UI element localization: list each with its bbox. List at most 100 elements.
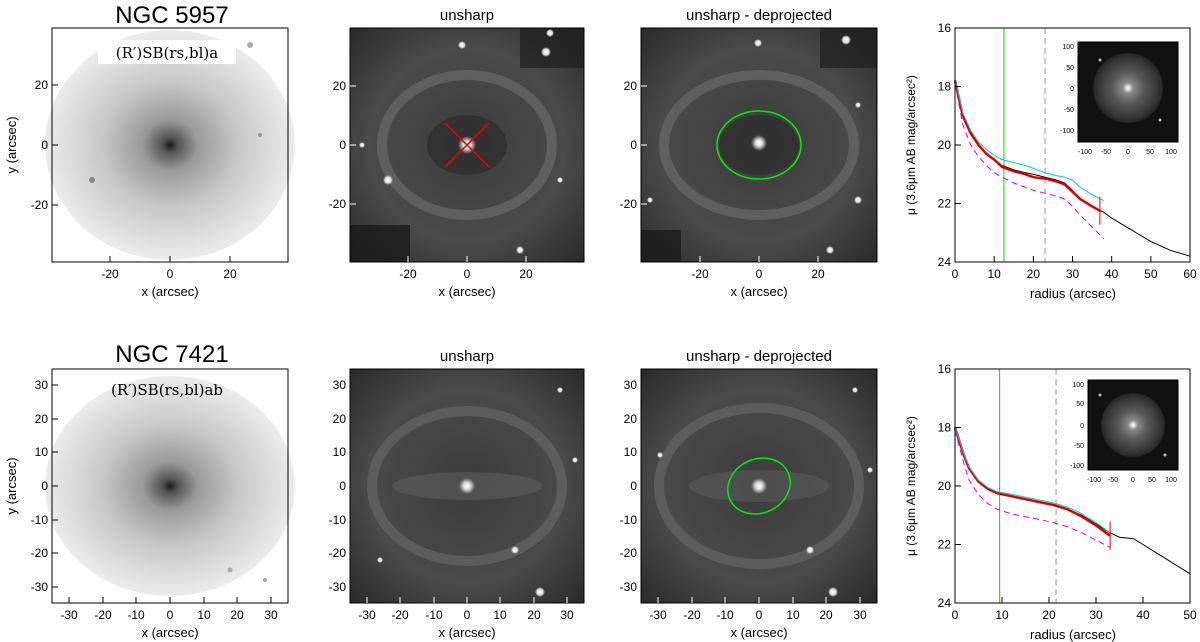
image-panel-unsharp: unsharp -20 0 20 20 0 -20 x (arcsec): [329, 7, 585, 299]
x-tick-label: 10: [987, 267, 1001, 281]
inset-tick-label: 0: [1131, 477, 1135, 484]
classification-label: (R′)SB(rs,bl)ab: [111, 381, 223, 399]
y-tick-label: -30: [329, 580, 347, 594]
inset-tick-label: 0: [1080, 423, 1084, 430]
x-tick-label: 0: [464, 608, 471, 622]
y-tick-label: 20: [35, 78, 49, 92]
y-tick-label: -10: [31, 513, 49, 527]
x-tick-label: -20: [399, 267, 417, 281]
x-tick-label: 20: [811, 267, 825, 281]
x-tick-label: 10: [197, 608, 211, 622]
y-tick-label: 16: [938, 21, 952, 35]
y-axis-label: y (arcsec): [4, 457, 19, 514]
galaxy-image: [45, 376, 295, 596]
x-tick-label: 60: [1183, 267, 1197, 281]
y-tick-label: 24: [938, 596, 952, 610]
x-tick-label: -30: [358, 608, 376, 622]
x-tick-label: 10: [786, 608, 800, 622]
x-tick-label: 10: [493, 608, 507, 622]
y-tick-label: -20: [31, 198, 49, 212]
image-panel-deprojected: unsharp - deprojected -20 0 20 20 0 -20 …: [620, 7, 878, 299]
y-tick-label: 20: [333, 79, 347, 93]
image-panel-deprojected: unsharp - deprojected -30 -20 -10 0 10 2…: [620, 348, 878, 640]
y-tick-label: -10: [329, 513, 347, 527]
y-tick-label: 20: [938, 138, 952, 152]
x-tick-label: 0: [756, 267, 763, 281]
x-tick-label: 40: [1136, 608, 1150, 622]
x-tick-label: 0: [464, 267, 471, 281]
y-tick-label: 20: [624, 79, 638, 93]
x-tick-label: 30: [1089, 608, 1103, 622]
y-tick-label: -20: [329, 546, 347, 560]
x-tick-label: -20: [101, 267, 119, 281]
y-tick-label: 0: [339, 138, 346, 152]
inset-tick-label: 100: [1072, 382, 1084, 389]
inset-tick-label: -50: [1101, 149, 1111, 156]
profile-line-magenta: [954, 430, 1111, 548]
x-tick-label: -20: [94, 608, 112, 622]
x-tick-label: -10: [127, 608, 145, 622]
galaxy-name: NGC 5957: [115, 2, 228, 29]
image-panel-grayscale: NGC 5957 (R′)SB(rs,bl)a -20 0 20 20 0 -2…: [4, 2, 295, 299]
y-tick-label: 24: [938, 255, 952, 269]
x-tick-label: -20: [391, 608, 409, 622]
image-panel-grayscale: NGC 7421 (R′)SB(rs,bl)ab -30 -20 -10 0 1…: [4, 341, 295, 640]
inset-tick-label: 50: [1076, 401, 1084, 408]
x-tick-label: 20: [527, 608, 541, 622]
x-tick-label: 20: [230, 608, 244, 622]
x-tick-label: 20: [1027, 267, 1041, 281]
x-tick-label: 0: [952, 608, 959, 622]
y-tick-label: -20: [31, 546, 49, 560]
x-axis-label: radius (arcsec): [1030, 627, 1116, 642]
x-tick-label: -20: [683, 608, 701, 622]
row-ngc5957: NGC 5957 (R′)SB(rs,bl)a -20 0 20 20 0 -2…: [4, 2, 1197, 301]
y-tick-label: 20: [35, 412, 49, 426]
ring-ellipse: [716, 110, 802, 180]
ring-ellipse: [727, 457, 791, 515]
y-tick-label: 10: [35, 445, 49, 459]
y-tick-label: 10: [624, 445, 638, 459]
row-ngc7421: NGC 7421 (R′)SB(rs,bl)ab -30 -20 -10 0 1…: [4, 341, 1197, 642]
x-tick-label: 30: [560, 608, 574, 622]
y-tick-label: 18: [938, 421, 952, 435]
x-tick-label: 30: [853, 608, 867, 622]
x-tick-label: -10: [425, 608, 443, 622]
x-tick-label: 10: [995, 608, 1009, 622]
y-tick-label: 30: [35, 378, 49, 392]
y-tick-label: 22: [938, 538, 952, 552]
y-tick-label: 0: [630, 138, 637, 152]
y-tick-label: 0: [630, 479, 637, 493]
inset-tick-label: -50: [1074, 443, 1084, 450]
y-axis-label: μ (3.6μm AB mag/arcsec²): [904, 416, 918, 556]
x-tick-label: 20: [1042, 608, 1056, 622]
profile-line-red: [953, 427, 1111, 537]
x-tick-label: 30: [1066, 267, 1080, 281]
x-axis-label: x (arcsec): [730, 625, 787, 640]
x-tick-label: 0: [952, 267, 959, 281]
profile-line-cyan: [954, 427, 1111, 534]
inset-tick-label: -100: [1078, 149, 1092, 156]
profile-panel: 0 10 20 30 40 50 16 18 20 22 24 -100 -50 0 50 100 …: [904, 362, 1197, 642]
profile-panel: 0 10 20 30 40 50 60 16 18 20 22 24 -100 -50 0 50 10…: [904, 21, 1197, 301]
x-axis-label: x (arcsec): [438, 625, 495, 640]
inset-tick-label: 50: [1148, 477, 1156, 484]
x-tick-label: 0: [756, 608, 763, 622]
panel-title: unsharp: [440, 348, 494, 365]
y-tick-label: 22: [938, 197, 952, 211]
image-panel-unsharp: unsharp -30 -20 -10 0 10 20 30 30 20 10 …: [329, 348, 585, 640]
inset-image: -100 -50 0 50 100 100 50 0 -50 -100: [1070, 379, 1179, 484]
profile-line-red: [953, 80, 1101, 212]
inset-tick-label: -100: [1070, 463, 1084, 470]
x-tick-label: 50: [1144, 267, 1158, 281]
y-tick-label: 20: [938, 479, 952, 493]
classification-label: (R′)SB(rs,bl)a: [116, 44, 218, 62]
galaxy-image: [45, 30, 295, 260]
x-tick-label: 50: [1183, 608, 1197, 622]
x-axis-label: x (arcsec): [141, 284, 198, 299]
y-tick-label: -20: [329, 197, 347, 211]
y-tick-label: -30: [31, 580, 49, 594]
panel-title: unsharp - deprojected: [686, 7, 832, 24]
y-tick-label: 18: [938, 80, 952, 94]
inset-tick-label: -50: [1108, 477, 1118, 484]
